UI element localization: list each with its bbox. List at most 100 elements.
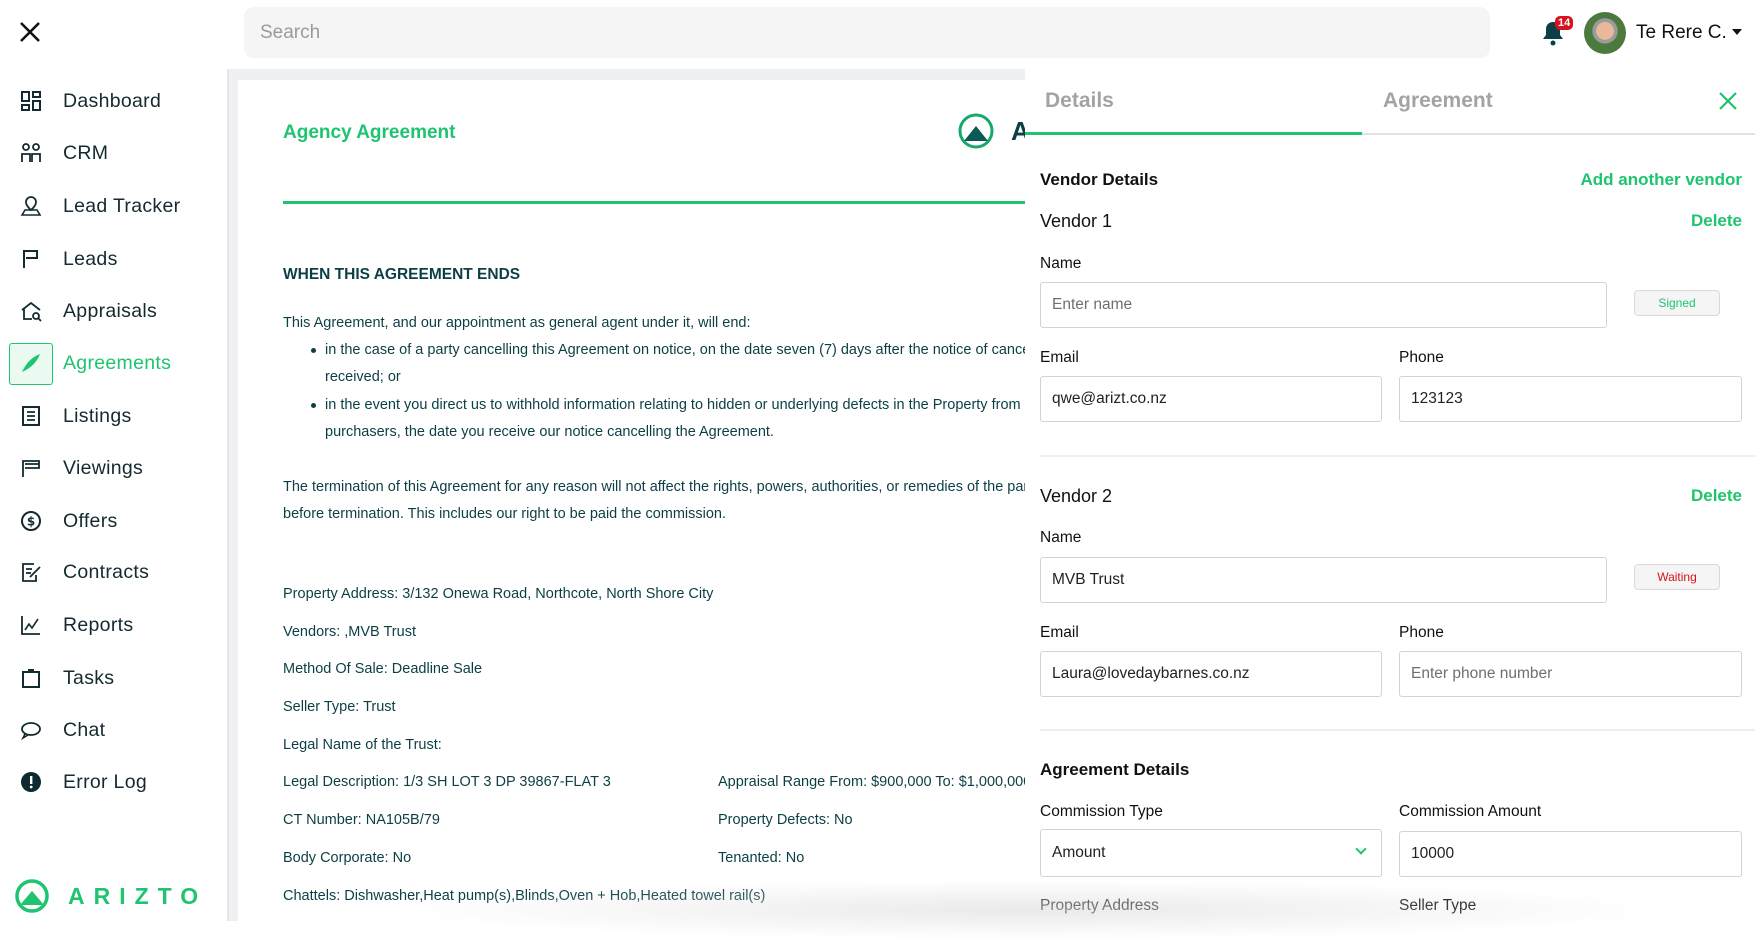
caret-down-icon[interactable] [1732, 29, 1742, 35]
tab-divider [1025, 133, 1755, 135]
people-icon [19, 141, 43, 165]
delete-vendor-button[interactable]: Delete [1690, 486, 1742, 505]
dashboard-icon [19, 89, 43, 113]
vendor-title: Vendor 1 [1040, 211, 1113, 231]
agreement-document: Agency Agreement A WHEN THIS AGREEMENT E… [238, 80, 1025, 921]
arizto-logo-icon [15, 879, 49, 913]
speech-bubble-icon [19, 718, 43, 742]
method-of-sale: Method Of Sale: Deadline Sale [283, 661, 483, 677]
sidebar-item-label: Error Log [63, 770, 147, 793]
paragraph: This Agreement, and our appointment as g… [283, 315, 751, 331]
status-badge: Waiting [1634, 564, 1720, 590]
property-address: Property Address: 3/132 Onewa Road, Nort… [283, 586, 714, 602]
avatar[interactable] [1584, 12, 1626, 54]
email-label: Email [1040, 624, 1079, 641]
chevron-down-icon [1355, 843, 1367, 855]
sidebar-item-error-log[interactable]: Error Log [0, 760, 225, 804]
user-name[interactable]: Te Rere C. [1636, 22, 1727, 43]
sidebar-item-agreements[interactable]: Agreements [0, 341, 225, 385]
tab-agreement[interactable]: Agreement [1383, 89, 1493, 112]
sidebar-item-label: Viewings [63, 456, 144, 479]
document-logo-text: A [1011, 116, 1025, 146]
clipboard-icon [19, 666, 43, 690]
bullet-text: in the case of a party cancelling this A… [325, 342, 1025, 358]
property-defects: Property Defects: No [718, 812, 853, 828]
sidebar-item-label: Listings [63, 404, 132, 427]
bullet [311, 348, 316, 353]
sidebar-item-label: Appraisals [63, 299, 158, 322]
details-panel: Details Agreement Vendor Details Add ano… [1025, 69, 1755, 921]
sidebar-item-label: Contracts [63, 560, 150, 583]
brand-logo: ARIZTO [14, 878, 207, 914]
status-badge: Signed [1634, 290, 1720, 316]
email-label: Email [1040, 349, 1079, 366]
sidebar-item-chat[interactable]: Chat [0, 708, 225, 752]
bullet-text: in the event you direct us to withhold i… [325, 397, 1021, 413]
vendor-name-input[interactable] [1040, 557, 1607, 603]
legal-name: Legal Name of the Trust: [283, 737, 442, 753]
paragraph: The termination of this Agreement for an… [283, 479, 1025, 495]
sidebar-item-tasks[interactable]: Tasks [0, 656, 225, 700]
seller-type: Seller Type: Trust [283, 699, 396, 715]
sidebar-item-offers[interactable]: $ Offers [0, 499, 225, 543]
bullet-text: received; or [325, 369, 401, 385]
phone-label: Phone [1399, 624, 1444, 641]
commission-amount-label: Commission Amount [1399, 803, 1542, 820]
chattels: Chattels: Dishwasher,Heat pump(s),Blinds… [283, 888, 766, 904]
phone-label: Phone [1399, 349, 1444, 366]
vendor-email-input[interactable] [1040, 376, 1382, 422]
search-input[interactable] [244, 7, 1490, 58]
sidebar-item-crm[interactable]: CRM [0, 131, 225, 175]
sidebar-item-label: Lead Tracker [63, 194, 181, 217]
sidebar-item-lead-tracker[interactable]: Lead Tracker [0, 184, 225, 228]
document-logo-icon [958, 113, 994, 149]
document-edit-icon [19, 560, 43, 584]
body-corporate: Body Corporate: No [283, 850, 412, 866]
sidebar-item-contracts[interactable]: Contracts [0, 550, 225, 594]
property-address-label: Property Address [1040, 897, 1159, 914]
dollar-circle-icon: $ [19, 509, 43, 533]
svg-text:$: $ [27, 515, 35, 529]
sidebar-divider [227, 69, 229, 921]
seller-type-label: Seller Type [1399, 897, 1477, 914]
section-heading: WHEN THIS AGREEMENT ENDS [283, 266, 521, 283]
alert-circle-icon [19, 770, 43, 794]
banner-flag-icon [19, 456, 43, 480]
sidebar-item-listings[interactable]: Listings [0, 394, 225, 438]
sidebar-item-label: CRM [63, 141, 109, 164]
tenanted: Tenanted: No [718, 850, 805, 866]
sidebar-item-reports[interactable]: Reports [0, 603, 225, 647]
vendor-phone-input[interactable] [1399, 376, 1742, 422]
sidebar-item-label: Leads [63, 247, 118, 270]
vendor-name-input[interactable] [1040, 282, 1607, 328]
add-vendor-link[interactable]: Add another vendor [1580, 170, 1742, 189]
commission-type-select[interactable]: Amount [1040, 829, 1382, 877]
name-label: Name [1040, 529, 1082, 546]
notification-badge: 14 [1555, 16, 1574, 30]
close-panel-icon[interactable] [1718, 91, 1738, 111]
document-title: Agency Agreement [283, 122, 456, 143]
bullet-text: purchasers, the date you receive our not… [325, 424, 774, 440]
close-menu-icon[interactable] [16, 18, 44, 46]
sidebar-item-appraisals[interactable]: Appraisals [0, 289, 225, 333]
agreement-details-heading: Agreement Details [1040, 760, 1190, 779]
tab-details[interactable]: Details [1045, 89, 1114, 112]
sidebar-item-dashboard[interactable]: Dashboard [0, 79, 225, 123]
sidebar-item-label: Tasks [63, 666, 115, 689]
sidebar-item-viewings[interactable]: Viewings [0, 446, 225, 490]
house-search-icon [19, 299, 43, 323]
sidebar-item-leads[interactable]: Leads [0, 237, 225, 281]
vendors: Vendors: ,MVB Trust [283, 624, 416, 640]
active-tab-indicator [1025, 132, 1362, 135]
ct-number: CT Number: NA105B/79 [283, 812, 440, 828]
vendor-email-input[interactable] [1040, 651, 1382, 697]
vendor-phone-input[interactable] [1399, 651, 1742, 697]
appraisal-range: Appraisal Range From: $900,000 To: $1,00… [718, 774, 1025, 790]
commission-type-label: Commission Type [1040, 803, 1163, 820]
vendor-details-heading: Vendor Details [1040, 170, 1159, 189]
sidebar-item-label: Reports [63, 613, 134, 636]
commission-amount-input[interactable] [1399, 831, 1742, 877]
delete-vendor-button[interactable]: Delete [1690, 211, 1742, 230]
name-label: Name [1040, 255, 1082, 272]
section-divider [1040, 729, 1755, 731]
